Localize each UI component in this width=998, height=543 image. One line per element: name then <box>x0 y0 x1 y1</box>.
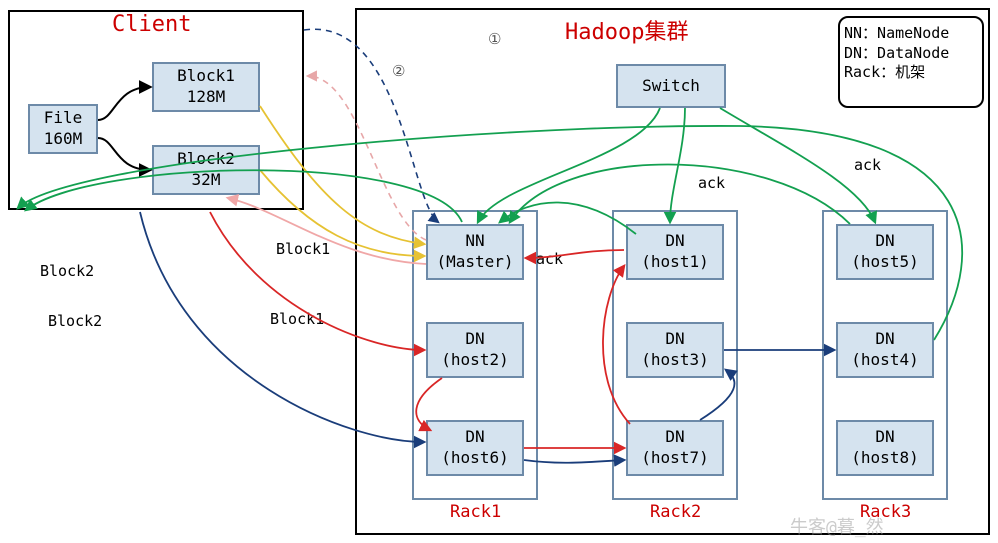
block1-node: Block1 128M <box>152 62 260 112</box>
dn-host7: DN (host7) <box>626 420 724 476</box>
dn-host6: DN (host6) <box>426 420 524 476</box>
dn-host3: DN (host3) <box>626 322 724 378</box>
block2-edge-a: Block2 <box>40 262 94 280</box>
switch-node: Switch <box>616 64 726 108</box>
rack2-label: Rack2 <box>650 502 701 522</box>
file-label: File <box>30 108 96 129</box>
step1-label: ① <box>488 30 501 48</box>
legend-line2: DN：DataNode <box>844 44 978 64</box>
dn-host8: DN (host8) <box>836 420 934 476</box>
switch-label: Switch <box>618 76 724 97</box>
ack-label-2: ack <box>698 174 725 192</box>
block1-label: Block1 <box>154 66 258 87</box>
file-node: File 160M <box>28 104 98 154</box>
legend-box: NN：NameNode DN：DataNode Rack：机架 <box>838 16 984 108</box>
legend-line1: NN：NameNode <box>844 24 978 44</box>
block1-size: 128M <box>154 87 258 108</box>
dn-host1: DN (host1) <box>626 224 724 280</box>
dn-host4: DN (host4) <box>836 322 934 378</box>
watermark: 牛客@暮_然 <box>790 513 884 539</box>
dn-host5: DN (host5) <box>836 224 934 280</box>
ack-label-3: ack <box>854 156 881 174</box>
hadoop-title: Hadoop集群 <box>565 14 688 46</box>
dn-host2: DN (host2) <box>426 322 524 378</box>
nn-l2: (Master) <box>428 252 522 273</box>
block2-edge-b: Block2 <box>48 312 102 330</box>
ack-label-1: ack <box>536 250 563 268</box>
legend-line3: Rack：机架 <box>844 63 978 83</box>
step2-label: ② <box>392 62 405 80</box>
nn-l1: NN <box>428 231 522 252</box>
block2-node: Block2 32M <box>152 145 260 195</box>
nn-node: NN (Master) <box>426 224 524 280</box>
block1-edge-b: Block1 <box>270 310 324 328</box>
block2-size: 32M <box>154 170 258 191</box>
rack1-label: Rack1 <box>450 502 501 522</box>
file-size: 160M <box>30 129 96 150</box>
block1-edge-a: Block1 <box>276 240 330 258</box>
block2-label: Block2 <box>154 149 258 170</box>
client-title: Client <box>112 12 191 37</box>
